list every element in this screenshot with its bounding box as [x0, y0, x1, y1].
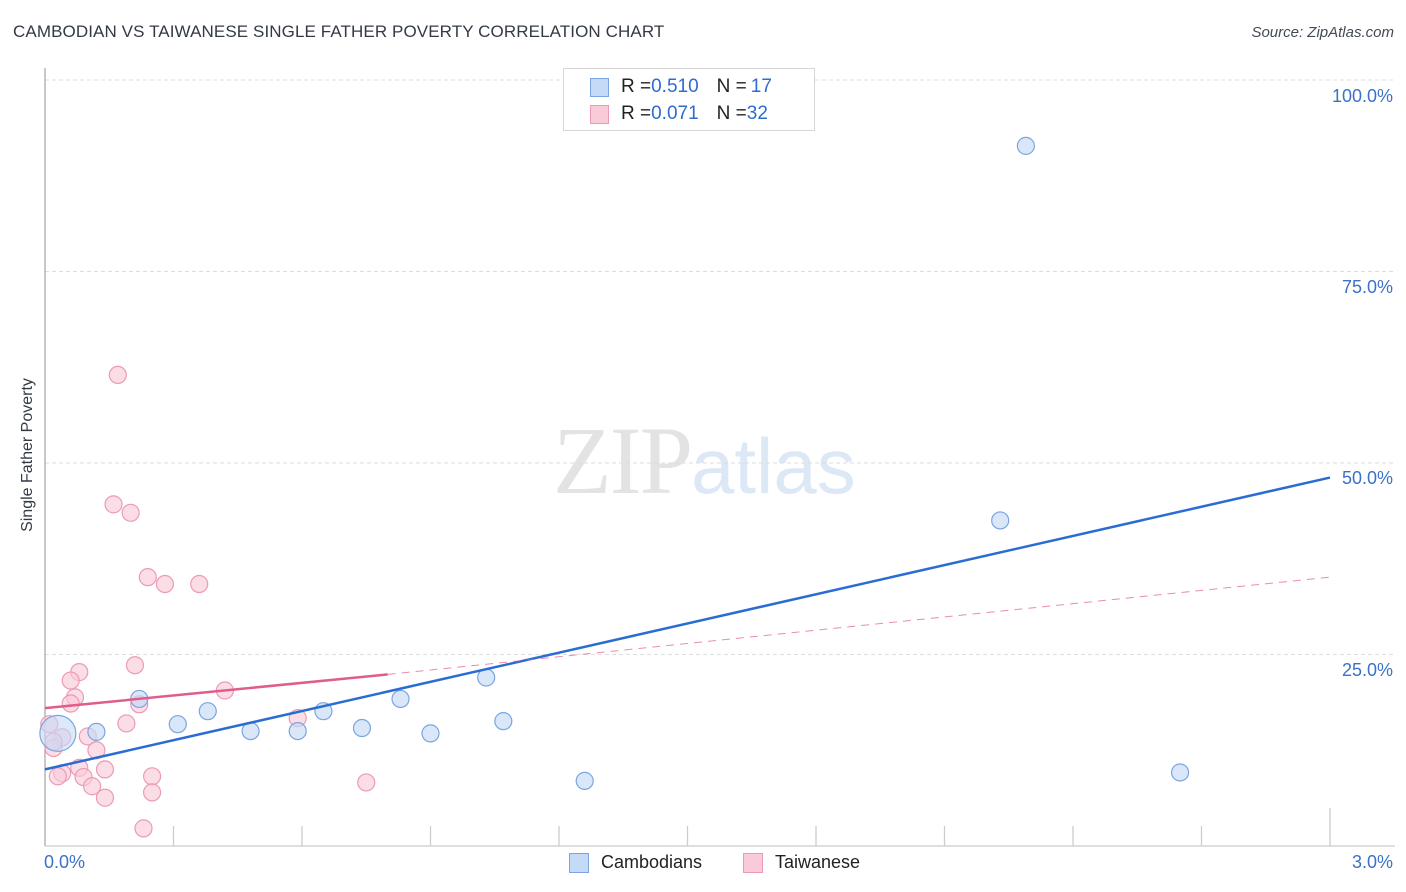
- r-value: 0.510: [651, 76, 699, 97]
- data-point[interactable]: [95, 760, 115, 779]
- data-point[interactable]: [61, 671, 80, 690]
- data-point[interactable]: [391, 689, 410, 709]
- cambodian-points: [39, 136, 1190, 790]
- data-point[interactable]: [61, 694, 80, 713]
- watermark-atlas: atlas: [691, 422, 856, 510]
- taiwanese-trend-extension: [387, 576, 1331, 675]
- taiwanese-points: [40, 365, 376, 838]
- cambodian-swatch: [569, 852, 589, 873]
- cambodian-swatch: [590, 77, 609, 97]
- taiwanese-swatch: [590, 104, 609, 124]
- correlation-legend: R = 0.510 N = 17 R = 0.071 N = 32: [563, 68, 815, 131]
- trend-lines: [44, 476, 1331, 771]
- data-point[interactable]: [190, 574, 209, 594]
- n-value: 32: [746, 103, 768, 124]
- data-point[interactable]: [1016, 136, 1035, 155]
- data-point[interactable]: [198, 702, 217, 721]
- zipatlas-watermark: ZIPatlas: [553, 405, 856, 516]
- y-tick-100: 100.0%: [1331, 86, 1393, 106]
- data-point[interactable]: [142, 767, 162, 786]
- data-point[interactable]: [48, 767, 67, 786]
- taiwanese-swatch: [743, 852, 763, 873]
- data-point[interactable]: [87, 722, 106, 741]
- data-point[interactable]: [421, 724, 440, 743]
- data-point[interactable]: [1170, 763, 1190, 782]
- data-point[interactable]: [168, 715, 187, 734]
- gridlines: [45, 79, 1395, 655]
- data-point[interactable]: [117, 714, 136, 733]
- bottom-legend-cambodians[interactable]: Cambodians: [569, 852, 702, 873]
- data-point[interactable]: [121, 503, 140, 522]
- x-tick-3: 3.0%: [1351, 852, 1393, 872]
- r-label: R =: [621, 103, 652, 124]
- data-point[interactable]: [288, 721, 307, 741]
- y-tick-75: 75.0%: [1341, 277, 1393, 297]
- legend-label: Taiwanese: [775, 852, 861, 872]
- source-label: Source: ZipAtlas.com: [1251, 24, 1394, 41]
- y-tick-25: 25.0%: [1341, 660, 1393, 680]
- data-point[interactable]: [138, 568, 157, 587]
- n-label: N =: [716, 103, 747, 124]
- bottom-legend-taiwanese[interactable]: Taiwanese: [743, 852, 860, 873]
- data-point[interactable]: [39, 714, 77, 752]
- data-point[interactable]: [357, 773, 376, 792]
- data-point[interactable]: [142, 783, 162, 802]
- data-point[interactable]: [95, 788, 115, 807]
- chart-title: CAMBODIAN VS TAIWANESE SINGLE FATHER POV…: [13, 22, 665, 41]
- data-point[interactable]: [575, 771, 594, 790]
- legend-label: Cambodians: [601, 852, 703, 872]
- r-value: 0.071: [651, 103, 699, 124]
- data-point[interactable]: [134, 819, 153, 838]
- y-tick-50: 50.0%: [1341, 468, 1393, 488]
- data-point[interactable]: [494, 712, 513, 731]
- r-label: R =: [621, 76, 652, 97]
- x-tick-0: 0.0%: [44, 852, 86, 872]
- data-point[interactable]: [991, 511, 1010, 530]
- taiwanese-trend-line: [44, 673, 388, 710]
- data-point[interactable]: [108, 365, 127, 385]
- data-point[interactable]: [155, 574, 175, 594]
- data-point[interactable]: [83, 777, 102, 796]
- data-point[interactable]: [125, 656, 145, 675]
- n-label: N =: [716, 76, 747, 97]
- watermark-zip: ZIP: [553, 407, 693, 514]
- legend-row-taiwanese: R = 0.071 N = 32: [590, 102, 768, 126]
- cambodian-trend-line: [44, 476, 1331, 771]
- data-point[interactable]: [352, 718, 372, 738]
- n-value: 17: [750, 76, 772, 97]
- legend-row-cambodians: R = 0.510 N = 17: [590, 75, 772, 99]
- y-axis-label: Single Father Poverty: [19, 378, 36, 532]
- data-point[interactable]: [104, 495, 123, 514]
